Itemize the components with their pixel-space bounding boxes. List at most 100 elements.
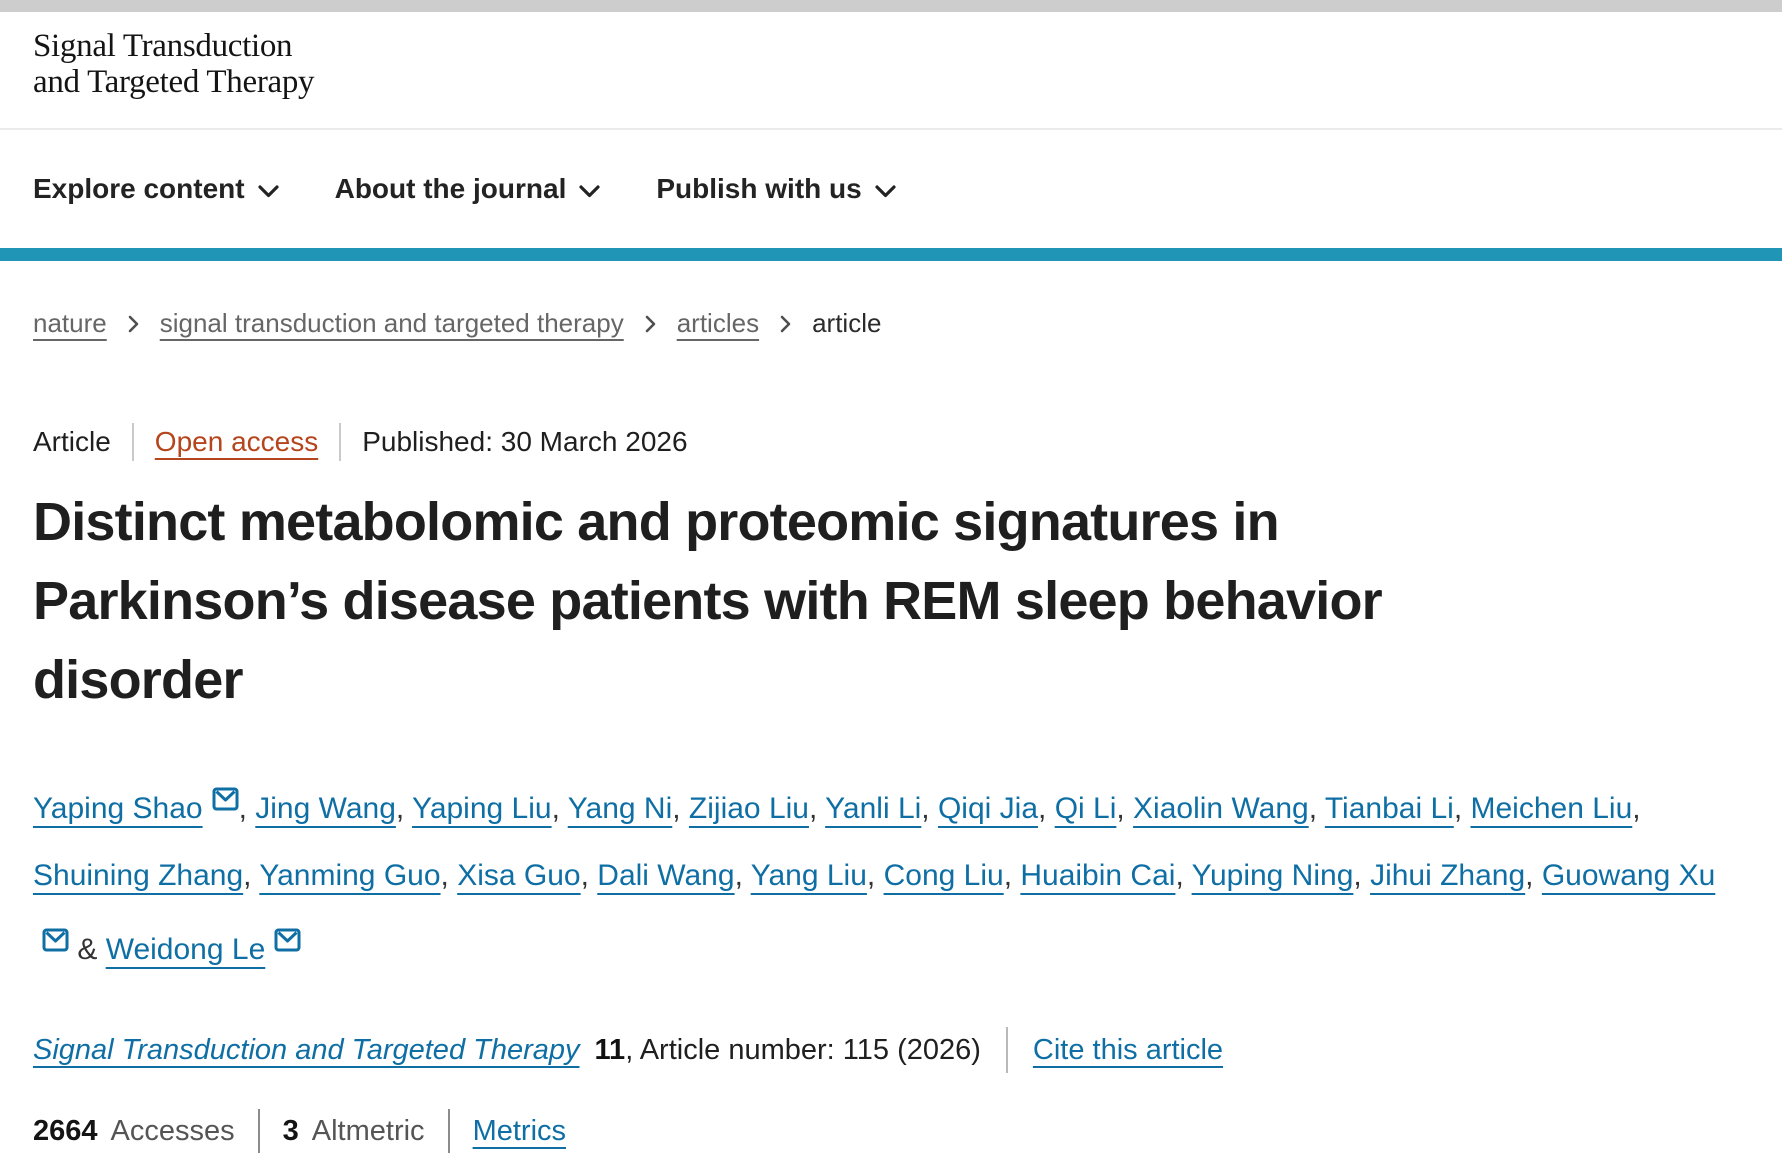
article-title: Distinct metabolomic and proteomic signa… bbox=[33, 483, 1733, 720]
author-item: Yanming Guo, bbox=[259, 859, 457, 892]
author-separator: , bbox=[734, 859, 751, 892]
masthead: Signal Transduction and Targeted Therapy bbox=[0, 12, 1782, 130]
author-item: Yanli Li, bbox=[825, 792, 938, 825]
author-list: Yaping Shao, Jing Wang, Yaping Liu, Yang… bbox=[33, 768, 1738, 983]
author-item: Xisa Guo, bbox=[457, 859, 597, 892]
author-link[interactable]: Yanming Guo bbox=[259, 859, 441, 892]
accesses-count: 2664 bbox=[33, 1114, 98, 1147]
author-item: Yaping Liu, bbox=[412, 792, 568, 825]
meta-separator bbox=[131, 423, 134, 461]
author-link[interactable]: Yang Liu bbox=[750, 859, 867, 892]
author-link[interactable]: Yang Ni bbox=[567, 792, 673, 825]
author-link[interactable]: Qiqi Jia bbox=[937, 792, 1039, 825]
journal-logo-line1: Signal Transduction bbox=[33, 28, 293, 64]
metrics-separator bbox=[257, 1109, 260, 1153]
author-link[interactable]: Yuping Ning bbox=[1191, 859, 1354, 892]
author-link[interactable]: Qi Li bbox=[1054, 792, 1117, 825]
nav-explore-content-label: Explore content bbox=[33, 173, 245, 204]
chevron-down-icon bbox=[875, 173, 896, 205]
author-item: Jihui Zhang, bbox=[1370, 859, 1542, 892]
author-link[interactable]: Weidong Le bbox=[105, 933, 266, 966]
nav-about-the-journal[interactable]: About the journal bbox=[335, 173, 601, 205]
author-link[interactable]: Shuining Zhang bbox=[33, 859, 244, 892]
author-item: Yaping Shao, bbox=[33, 787, 256, 825]
author-item: Xiaolin Wang, bbox=[1133, 792, 1325, 825]
author-link[interactable]: Yaping Liu bbox=[412, 792, 552, 825]
author-link[interactable]: Meichen Liu bbox=[1470, 792, 1633, 825]
author-link[interactable]: Jing Wang bbox=[255, 792, 396, 825]
accesses-label: Accesses bbox=[110, 1114, 235, 1147]
author-separator: , bbox=[551, 792, 568, 825]
article-meta-row: Article Open access Published: 30 March … bbox=[33, 423, 1782, 461]
author-separator: , bbox=[395, 792, 413, 825]
author-link[interactable]: Guowang Xu bbox=[1541, 859, 1716, 892]
author-separator: , bbox=[238, 792, 256, 825]
published-date: Published: 30 March 2026 bbox=[362, 426, 688, 457]
author-separator: , bbox=[1525, 859, 1542, 892]
author-item: Yuping Ning, bbox=[1192, 859, 1370, 892]
author-item: Weidong Le bbox=[105, 928, 302, 966]
open-access-link[interactable]: Open access bbox=[154, 426, 319, 457]
journal-accent-bar bbox=[0, 248, 1782, 261]
author-link[interactable]: Xiaolin Wang bbox=[1133, 792, 1309, 825]
author-separator: & bbox=[69, 933, 106, 966]
author-separator: , bbox=[921, 792, 938, 825]
author-separator: , bbox=[440, 859, 458, 892]
nav-publish-with-us-label: Publish with us bbox=[656, 173, 862, 204]
breadcrumb-journal[interactable]: signal transduction and targeted therapy bbox=[159, 308, 624, 338]
author-separator: , bbox=[1116, 792, 1134, 825]
volume-number: 11 bbox=[594, 1033, 626, 1066]
article-type-label: Article bbox=[33, 426, 111, 457]
breadcrumb: nature signal transduction and targeted … bbox=[33, 308, 1782, 339]
author-separator: , bbox=[808, 792, 826, 825]
chevron-right-icon bbox=[128, 315, 139, 333]
author-item: Dali Wang, bbox=[597, 859, 750, 892]
author-link[interactable]: Cong Liu bbox=[883, 859, 1004, 892]
author-separator: , bbox=[580, 859, 598, 892]
breadcrumb-articles[interactable]: articles bbox=[676, 308, 760, 338]
author-item: Huaibin Cai, bbox=[1020, 859, 1191, 892]
author-link[interactable]: Huaibin Cai bbox=[1020, 859, 1176, 892]
journal-logo-line2: and Targeted Therapy bbox=[33, 64, 315, 100]
breadcrumb-nature[interactable]: nature bbox=[33, 308, 107, 338]
author-link[interactable]: Zijiao Liu bbox=[688, 792, 809, 825]
author-item: Jing Wang, bbox=[255, 792, 412, 825]
metrics-link[interactable]: Metrics bbox=[472, 1114, 567, 1147]
author-link[interactable]: Xisa Guo bbox=[457, 859, 581, 892]
article-number-text: , Article number: 115 (2026) bbox=[625, 1033, 981, 1066]
author-item: Tianbai Li, bbox=[1325, 792, 1471, 825]
author-link[interactable]: Yaping Shao bbox=[33, 792, 203, 825]
chevron-right-icon bbox=[645, 315, 656, 333]
author-link[interactable]: Jihui Zhang bbox=[1370, 859, 1526, 892]
envelope-icon[interactable] bbox=[42, 909, 69, 976]
author-separator: , bbox=[1308, 792, 1325, 825]
cite-this-article-link[interactable]: Cite this article bbox=[1032, 1033, 1224, 1066]
chevron-right-icon bbox=[780, 315, 791, 333]
nav-about-the-journal-label: About the journal bbox=[334, 173, 567, 204]
author-item: Yang Ni, bbox=[568, 792, 689, 825]
author-item: Meichen Liu, bbox=[1470, 792, 1640, 825]
top-window-strip bbox=[0, 0, 1782, 12]
author-link[interactable]: Tianbai Li bbox=[1324, 792, 1454, 825]
author-item: Qi Li, bbox=[1055, 792, 1133, 825]
nav-publish-with-us[interactable]: Publish with us bbox=[656, 173, 896, 205]
citation-row: Signal Transduction and Targeted Therapy… bbox=[33, 1027, 1782, 1073]
breadcrumb-current-article: article bbox=[812, 308, 882, 338]
author-item: Zijiao Liu, bbox=[689, 792, 825, 825]
author-separator: , bbox=[866, 859, 884, 892]
author-item: Shuining Zhang, bbox=[33, 859, 259, 892]
nav-explore-content[interactable]: Explore content bbox=[33, 173, 279, 205]
metrics-row: 2664 Accesses 3 Altmetric Metrics bbox=[33, 1109, 1782, 1153]
author-link[interactable]: Dali Wang bbox=[597, 859, 735, 892]
journal-citation-link[interactable]: Signal Transduction and Targeted Therapy bbox=[33, 1033, 580, 1066]
article-title-line3: disorder bbox=[33, 650, 243, 710]
altmetric-label: Altmetric bbox=[311, 1114, 425, 1147]
envelope-icon[interactable] bbox=[274, 909, 301, 976]
article-title-line2: Parkinson’s disease patients with REM sl… bbox=[33, 571, 1383, 631]
journal-logo[interactable]: Signal Transduction and Targeted Therapy bbox=[33, 28, 315, 100]
citation-separator bbox=[1005, 1027, 1008, 1073]
author-link[interactable]: Yanli Li bbox=[825, 792, 922, 825]
altmetric-count: 3 bbox=[282, 1114, 299, 1147]
author-separator: , bbox=[1632, 792, 1641, 825]
envelope-icon[interactable] bbox=[212, 768, 239, 835]
